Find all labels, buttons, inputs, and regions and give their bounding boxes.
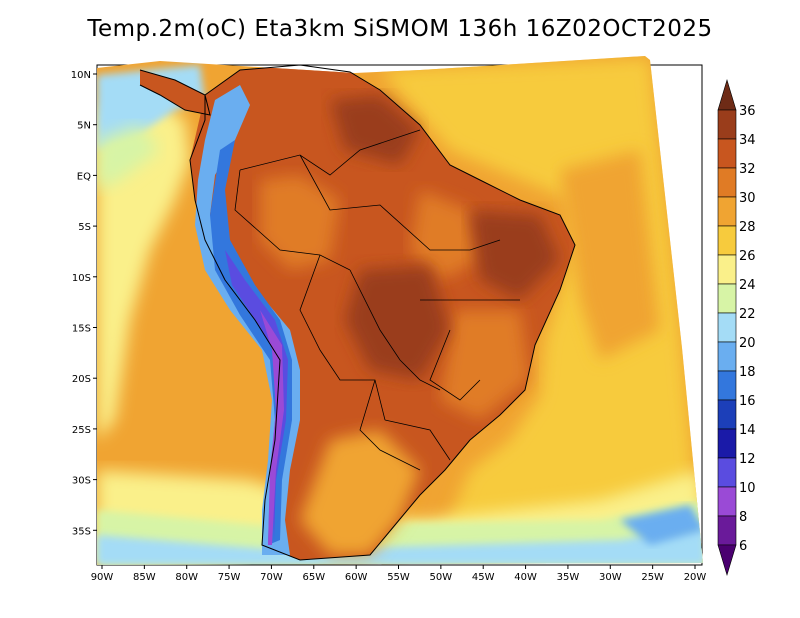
colorbar-swatch (717, 312, 737, 343)
lat-label: 20S (72, 374, 91, 385)
lon-label: 25W (641, 572, 664, 583)
lat-label: 5N (77, 121, 91, 132)
lon-label: 35W (557, 572, 580, 583)
lon-label: 90W (91, 572, 114, 583)
lon-label: 75W (218, 572, 241, 583)
lon-label: 70W (260, 572, 283, 583)
colorbar-swatch (717, 254, 737, 285)
colorbar-label: 32 (739, 162, 756, 177)
colorbar-label: 12 (739, 452, 756, 467)
colorbar-label: 18 (739, 365, 756, 380)
lat-label: 10N (71, 70, 91, 81)
colorbar-swatch (717, 138, 737, 169)
lat-label: EQ (77, 171, 91, 182)
colorbar-swatch (717, 370, 737, 401)
colorbar-swatch (717, 167, 737, 198)
colorbar-label: 14 (739, 423, 756, 438)
colorbar-label: 24 (739, 278, 756, 293)
lon-label: 30W (599, 572, 622, 583)
lat-label: 25S (72, 425, 91, 436)
lon-label: 85W (133, 572, 156, 583)
colorbar-swatch (717, 196, 737, 227)
colorbar-label: 16 (739, 394, 756, 409)
colorbar-label: 36 (739, 104, 756, 119)
colorbar: 36 34 32 30 28 26 24 22 20 18 16 14 12 10 8 6 (717, 78, 756, 577)
colorbar-label: 34 (739, 133, 756, 148)
country-borders (234, 129, 520, 471)
ocean-pacific-region (97, 95, 190, 440)
colorbar-label: 20 (739, 336, 756, 351)
lon-label: 55W (387, 572, 410, 583)
temperature-field (97, 56, 703, 565)
lat-label: 10S (72, 273, 91, 284)
colorbar-label: 22 (739, 307, 756, 322)
map-title: Temp.2m(oC) Eta3km SiSMOM 136h 16Z02OCT2… (87, 16, 713, 42)
lat-label: 35S (72, 526, 91, 537)
colorbar-label: 26 (739, 249, 756, 264)
colorbar-label: 10 (739, 481, 756, 496)
lon-label: 65W (302, 572, 325, 583)
coastline (139, 64, 576, 561)
colorbar-swatch (717, 109, 737, 140)
lon-label: 50W (430, 572, 453, 583)
colorbar-label: 8 (739, 510, 747, 525)
colorbar-swatch (717, 457, 737, 488)
lon-label: 60W (345, 572, 368, 583)
colorbar-bottom-arrow (717, 544, 737, 577)
colorbar-label: 28 (739, 220, 756, 235)
lon-label: 45W (472, 572, 495, 583)
colorbar-swatch (717, 225, 737, 256)
colorbar-swatch (717, 341, 737, 372)
colorbar-swatch (717, 283, 737, 314)
colorbar-top-arrow (717, 78, 737, 111)
lat-label: 30S (72, 476, 91, 487)
colorbar-swatch (717, 428, 737, 459)
lat-label: 5S (78, 222, 91, 233)
colorbar-label: 30 (739, 191, 756, 206)
colorbar-swatch (717, 515, 737, 546)
lon-label: 40W (514, 572, 537, 583)
colorbar-label: 6 (739, 539, 747, 554)
lon-label: 80W (175, 572, 198, 583)
lon-label: 20W (684, 572, 707, 583)
lat-label: 15S (72, 324, 91, 335)
colorbar-swatch (717, 486, 737, 517)
colorbar-swatch (717, 399, 737, 430)
axes: 10N 5N EQ 5S 10S 15S 20S 25S 30S 35S 90W 85W 80W 75W 7… (71, 70, 707, 583)
